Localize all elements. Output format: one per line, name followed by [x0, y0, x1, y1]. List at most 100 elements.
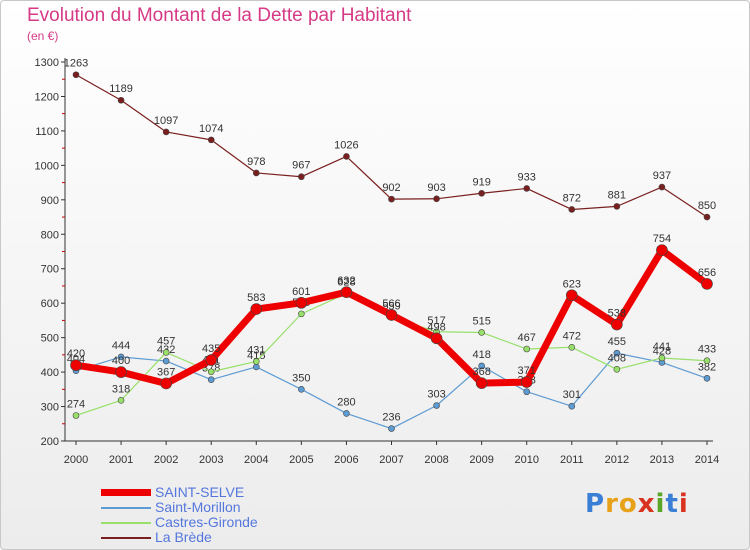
data-point — [475, 377, 488, 389]
data-point — [613, 203, 621, 210]
x-tick-label: 2000 — [64, 454, 88, 466]
chart-title: Evolution du Montant de la Dette par Hab… — [27, 5, 412, 26]
data-label: 367 — [157, 366, 175, 378]
data-label: 236 — [382, 412, 400, 424]
data-point — [298, 173, 305, 181]
data-point — [162, 128, 170, 136]
data-label: 318 — [112, 383, 130, 395]
data-label: 274 — [67, 399, 85, 411]
legend-label: Castres-Gironde — [155, 514, 258, 530]
data-label: 1074 — [199, 123, 223, 135]
data-label: 933 — [518, 171, 536, 183]
data-point — [478, 189, 485, 197]
x-tick-label: 2002 — [154, 454, 178, 466]
legend-label: Saint-Morillon — [155, 499, 241, 515]
legend-label: La Brède — [155, 529, 212, 545]
data-label: 455 — [608, 336, 626, 348]
data-point — [385, 309, 398, 321]
x-tick-label: 2009 — [469, 454, 493, 466]
data-label: 903 — [427, 182, 445, 194]
data-label: 472 — [563, 330, 581, 342]
data-label: 872 — [563, 192, 581, 204]
data-point — [298, 310, 305, 318]
data-label: 301 — [563, 389, 581, 401]
data-point — [703, 374, 711, 382]
data-label: 967 — [292, 160, 310, 172]
data-point — [433, 195, 440, 203]
data-point — [207, 376, 215, 383]
data-point — [565, 289, 578, 302]
legend-swatch — [101, 537, 151, 539]
data-label: 754 — [653, 233, 671, 245]
x-tick-label: 2012 — [605, 454, 629, 466]
y-tick-label: 300 — [41, 402, 59, 414]
y-tick-label: 1300 — [35, 57, 59, 69]
data-label: 601 — [292, 286, 310, 298]
data-point — [478, 329, 485, 336]
data-point — [207, 368, 215, 376]
data-label: 433 — [698, 344, 716, 356]
y-tick-label: 600 — [41, 298, 59, 310]
legend-label: SAINT-SELVE — [155, 484, 245, 500]
data-label: 457 — [157, 335, 175, 347]
y-tick-label: 200 — [41, 436, 59, 448]
data-label: 1263 — [64, 58, 88, 70]
data-label: 850 — [698, 200, 716, 212]
data-point — [252, 358, 260, 365]
y-tick-label: 700 — [41, 264, 59, 276]
data-point — [115, 366, 127, 378]
data-point — [162, 349, 170, 356]
data-label: 467 — [518, 332, 536, 344]
data-point — [117, 353, 125, 361]
data-label: 303 — [427, 389, 445, 401]
data-label: 515 — [472, 315, 490, 327]
data-label: 415 — [247, 350, 265, 362]
data-label: 902 — [382, 182, 400, 194]
data-point — [117, 96, 125, 104]
x-tick-label: 2011 — [560, 454, 584, 466]
data-label: 431 — [247, 344, 265, 356]
y-tick-label: 800 — [41, 229, 59, 241]
data-label: 418 — [472, 349, 490, 361]
data-point — [298, 386, 305, 393]
data-label: 632 — [337, 275, 355, 287]
data-point — [433, 402, 440, 409]
data-point — [70, 359, 82, 372]
data-label: 1026 — [334, 139, 358, 151]
data-label: 623 — [563, 278, 581, 290]
data-point — [478, 362, 485, 370]
x-tick-label: 2004 — [244, 454, 268, 466]
data-point — [568, 343, 576, 351]
data-label: 1097 — [154, 115, 178, 127]
data-point — [343, 153, 350, 160]
y-tick-label: 500 — [41, 333, 59, 345]
data-label: 435 — [202, 343, 220, 355]
data-point — [701, 278, 713, 290]
legend-swatch — [101, 489, 151, 496]
data-point — [250, 303, 263, 315]
data-label: 517 — [427, 315, 445, 327]
data-point — [520, 376, 533, 388]
data-label: 937 — [653, 170, 671, 182]
data-point — [430, 332, 443, 345]
data-point — [207, 136, 215, 144]
data-point — [388, 425, 395, 432]
data-point — [340, 286, 353, 298]
y-tick-label: 1000 — [35, 160, 59, 172]
data-label: 350 — [292, 372, 310, 384]
data-label: 628 — [337, 277, 355, 289]
data-point — [252, 363, 260, 371]
data-point — [656, 244, 668, 256]
data-point — [252, 169, 260, 177]
data-label: 566 — [382, 298, 400, 310]
data-label: 371 — [518, 365, 536, 377]
legend-swatch — [101, 507, 151, 509]
data-point — [523, 185, 531, 192]
x-tick-label: 2005 — [289, 454, 313, 466]
data-point — [205, 354, 218, 366]
data-point — [613, 349, 621, 357]
x-tick-label: 2003 — [199, 454, 223, 466]
data-point — [611, 318, 623, 331]
data-point — [703, 357, 711, 365]
